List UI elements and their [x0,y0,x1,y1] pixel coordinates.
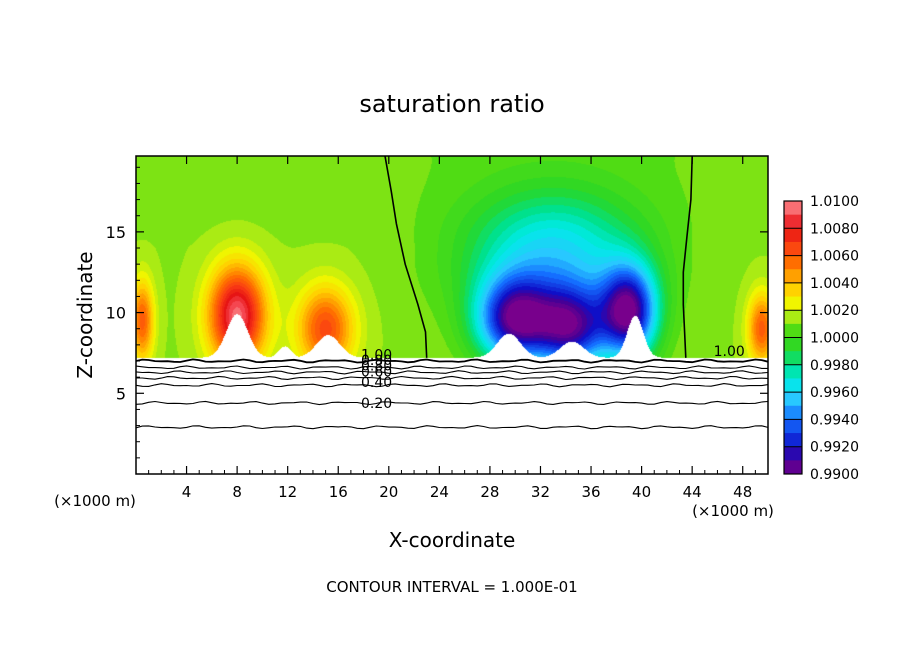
colorbar-label: 0.9940 [810,412,859,428]
contour-label: 0.90 [361,353,392,369]
colorbar-label: 1.0000 [810,331,859,347]
colorbar-label: 1.0100 [810,194,859,210]
colorbar-swatch [784,255,802,270]
unity-contour-right [682,156,693,358]
x-tick-label: 28 [480,483,499,501]
colorbar-swatch [784,337,802,352]
y-tick-label: 15 [106,223,126,242]
chart-title: saturation ratio [359,90,544,118]
colorbar-label: 1.0020 [810,303,859,319]
x-tick-label: 44 [683,483,702,501]
x-tick-label: 36 [581,483,600,501]
colorbar-label: 1.0040 [810,276,859,292]
colorbar-swatch [784,419,802,434]
contour-line-0.80 [136,370,768,375]
colorbar-swatch [784,351,802,366]
colorbar-swatch [784,269,802,284]
colorbar-swatch [784,405,802,420]
y-tick-label: 10 [106,304,126,323]
colorbar-swatch [784,323,802,338]
contour-line-1.00 [136,358,768,364]
colorbar-swatch [784,378,802,393]
x-tick-label: 40 [632,483,651,501]
colorbar: 1.0100 1.0080 1.0060 1.0040 1.0020 1.0000 0.99… [783,194,859,483]
contour-layer: 1.000.900.800.600.400.201.00 [136,156,768,430]
x-tick-label: 32 [531,483,550,501]
contour-label: 0.80 [361,359,392,375]
contour-line-0.20 [136,400,768,406]
colorbar-label: 1.0080 [810,221,859,237]
contour-interval-note: CONTOUR INTERVAL = 1.000E-01 [326,578,577,596]
x-axis-label: X-coordinate [389,528,516,552]
contour-label: 1.00 [361,347,392,363]
x-tick-label: 12 [278,483,297,501]
colorbar-label: 0.9900 [810,467,859,483]
colorbar-swatch [784,446,802,461]
contour-line-0.00 [136,425,768,430]
y-tick-label: 5 [116,384,126,403]
colorbar-label: 1.0060 [810,249,859,265]
plot-area: 1.000.900.800.600.400.201.00 [136,156,768,474]
x-tick-label: 4 [182,483,192,501]
contour-label: 1.00 [714,344,745,360]
colorbar-swatch [784,282,802,298]
colorbar-swatch [784,241,802,257]
x-tick-label: 24 [430,483,449,501]
contour-label: 0.40 [361,375,392,391]
colorbar-swatch [784,228,802,243]
colorbar-swatch [784,201,802,216]
x-tick-label: 20 [379,483,398,501]
contour-label: 0.60 [361,364,392,380]
contour-label: 0.20 [361,396,392,412]
colorbar-label: 0.9920 [810,440,859,456]
colorbar-swatch [784,433,802,448]
saturation-field [136,156,768,474]
x-unit-right: (×1000 m) [692,502,774,520]
colorbar-swatch [784,296,802,311]
x-tick-label: 8 [232,483,242,501]
colorbar-swatch [784,214,802,229]
colorbar-swatch [784,310,802,325]
x-tick-label: 16 [329,483,348,501]
x-tick-label: 48 [733,483,752,501]
colorbar-swatch [784,364,802,379]
contour-line-0.60 [136,375,768,381]
contour-line-0.90 [136,365,768,370]
y-axis-label: Z-coordinate [73,251,97,378]
colorbar-label: 0.9980 [810,358,859,374]
colorbar-swatch [784,392,802,407]
colorbar-swatch [784,460,802,475]
unity-contour-left [384,156,428,358]
x-unit-left: (×1000 m) [54,492,136,510]
colorbar-label: 0.9960 [810,385,859,401]
contour-line-0.40 [136,383,768,388]
